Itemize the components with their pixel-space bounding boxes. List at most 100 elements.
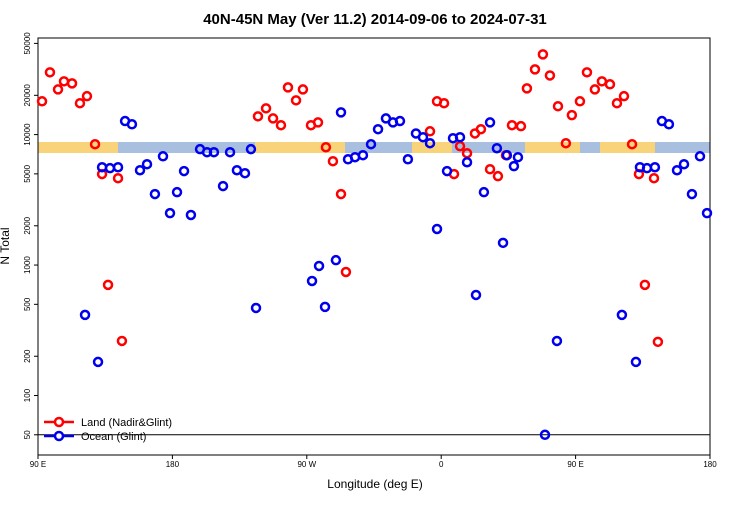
land-band <box>38 142 118 153</box>
point <box>365 138 377 150</box>
point <box>618 90 630 102</box>
point <box>506 119 518 131</box>
point <box>551 335 563 347</box>
land-band <box>600 142 655 153</box>
point <box>217 180 229 192</box>
point <box>492 170 504 182</box>
point <box>454 131 466 143</box>
y-axis-label: N Total <box>0 227 12 264</box>
point <box>92 356 104 368</box>
point <box>245 143 257 155</box>
legend-label: Ocean (Glint) <box>81 431 146 443</box>
point <box>267 113 279 124</box>
point <box>394 115 406 127</box>
point <box>694 151 706 162</box>
point <box>231 164 243 176</box>
plot-frame <box>37 37 711 456</box>
point <box>239 167 251 179</box>
point <box>574 96 586 107</box>
point <box>185 209 197 221</box>
point <box>701 207 713 219</box>
point <box>297 84 309 95</box>
point <box>58 76 70 87</box>
point <box>335 107 347 118</box>
point <box>112 172 124 184</box>
point <box>312 117 324 128</box>
point <box>611 97 623 109</box>
point <box>671 164 683 176</box>
point <box>431 223 443 235</box>
x-axis-label: Longitude (deg E) <box>327 477 422 491</box>
point <box>589 84 601 95</box>
point <box>417 131 429 143</box>
point <box>521 83 533 94</box>
point <box>340 266 352 278</box>
point <box>81 90 93 102</box>
x-tick-label: 90 E <box>30 460 46 469</box>
point <box>171 186 183 198</box>
point <box>652 336 664 348</box>
point <box>438 97 450 109</box>
point <box>36 96 48 107</box>
y-tick-label: 10000 <box>23 123 32 146</box>
legend-label: Land (Nadir&Glint) <box>81 417 172 429</box>
point <box>470 289 482 301</box>
point <box>319 301 331 313</box>
y-tick-label: 5000 <box>23 164 32 182</box>
chart-title: 40N-45N May (Ver 11.2) 2014-09-06 to 202… <box>203 11 547 28</box>
point <box>626 138 638 150</box>
point <box>475 123 487 135</box>
y-tick-label: 1000 <box>23 256 32 274</box>
x-tick-label: 180 <box>703 460 717 469</box>
point <box>178 165 190 177</box>
point <box>678 158 690 170</box>
point <box>250 302 262 314</box>
point <box>501 149 513 161</box>
y-tick-label: 50000 <box>23 32 32 55</box>
land-band <box>525 142 580 153</box>
point <box>596 76 608 87</box>
point <box>252 111 264 122</box>
y-tick-label: 50 <box>23 430 32 439</box>
point <box>357 149 369 161</box>
point <box>663 119 675 130</box>
point <box>320 141 332 153</box>
point <box>604 79 616 90</box>
point <box>306 275 318 287</box>
point <box>89 138 101 150</box>
x-tick-label: 180 <box>166 460 180 469</box>
point <box>327 155 339 167</box>
y-tick-label: 200 <box>23 349 32 363</box>
point <box>566 109 578 121</box>
point <box>74 97 86 109</box>
point <box>552 100 564 112</box>
point <box>44 67 56 78</box>
point <box>52 84 64 95</box>
point <box>560 137 572 149</box>
point <box>461 156 473 168</box>
point <box>478 186 490 198</box>
point <box>102 279 114 291</box>
point <box>224 146 236 158</box>
point <box>484 117 496 128</box>
legend-swatch <box>53 430 65 442</box>
point <box>66 78 78 89</box>
point <box>275 119 287 131</box>
y-tick-label: 500 <box>23 297 32 311</box>
point <box>630 356 642 368</box>
land-band <box>255 142 345 153</box>
point <box>157 151 169 162</box>
point <box>330 254 342 266</box>
point <box>372 123 384 135</box>
point <box>424 137 436 149</box>
point <box>164 207 176 219</box>
x-tick-label: 90 W <box>297 460 316 469</box>
point <box>686 188 698 200</box>
y-tick-label: 20000 <box>23 84 32 107</box>
x-tick-label: 0 <box>439 460 444 469</box>
point <box>544 70 556 81</box>
point <box>149 188 161 200</box>
point <box>537 49 549 60</box>
point <box>126 119 138 130</box>
